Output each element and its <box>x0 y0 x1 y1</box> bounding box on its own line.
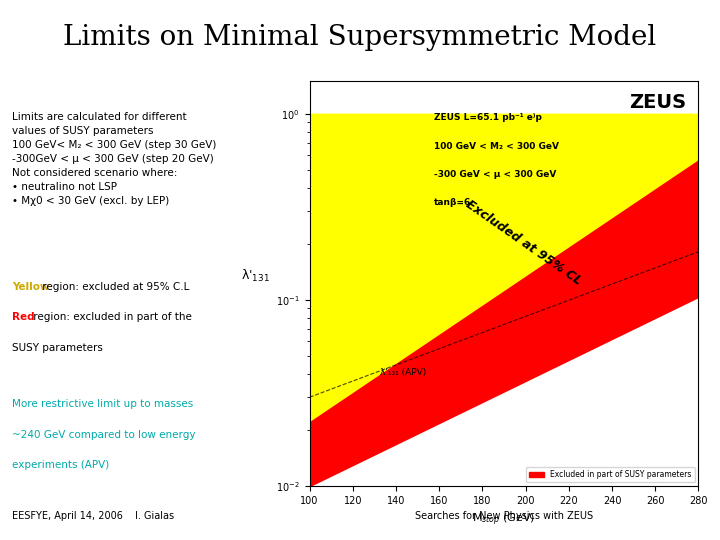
Text: -300 GeV < μ < 300 GeV: -300 GeV < μ < 300 GeV <box>434 170 557 179</box>
Text: Limits on Minimal Supersymmetric Model: Limits on Minimal Supersymmetric Model <box>63 24 657 51</box>
Text: experiments (APV): experiments (APV) <box>12 460 109 470</box>
X-axis label: M$_{stop}$ (GeV): M$_{stop}$ (GeV) <box>472 511 536 528</box>
Text: region: excluded at 95% C.L: region: excluded at 95% C.L <box>39 281 189 292</box>
Text: More restrictive limit up to masses: More restrictive limit up to masses <box>12 399 194 409</box>
Text: Red: Red <box>12 312 35 322</box>
Text: EESFYE, April 14, 2006: EESFYE, April 14, 2006 <box>12 511 123 521</box>
Text: region: excluded in part of the: region: excluded in part of the <box>30 312 192 322</box>
Text: λ'₁₃₁ (APV): λ'₁₃₁ (APV) <box>379 368 426 377</box>
Text: Searches for New Physics with ZEUS: Searches for New Physics with ZEUS <box>415 511 593 521</box>
Text: I. Gialas: I. Gialas <box>135 511 174 521</box>
Y-axis label: λ'$_{131}$: λ'$_{131}$ <box>240 267 269 284</box>
Text: tanβ=6: tanβ=6 <box>434 198 472 207</box>
Text: ZEUS L=65.1 pb⁻¹ e⁾p: ZEUS L=65.1 pb⁻¹ e⁾p <box>434 113 542 123</box>
Text: 100 GeV < M₂ < 300 GeV: 100 GeV < M₂ < 300 GeV <box>434 141 559 151</box>
Text: SUSY parameters: SUSY parameters <box>12 343 103 353</box>
Text: Excluded at 95% CL: Excluded at 95% CL <box>463 198 584 288</box>
Text: Yellow: Yellow <box>12 281 50 292</box>
Legend: Excluded in part of SUSY parameters: Excluded in part of SUSY parameters <box>526 467 695 482</box>
Text: ZEUS: ZEUS <box>629 93 687 112</box>
Text: ~240 GeV compared to low energy: ~240 GeV compared to low energy <box>12 430 196 440</box>
Text: Limits are calculated for different
values of SUSY parameters
100 GeV< M₂ < 300 : Limits are calculated for different valu… <box>12 112 217 206</box>
